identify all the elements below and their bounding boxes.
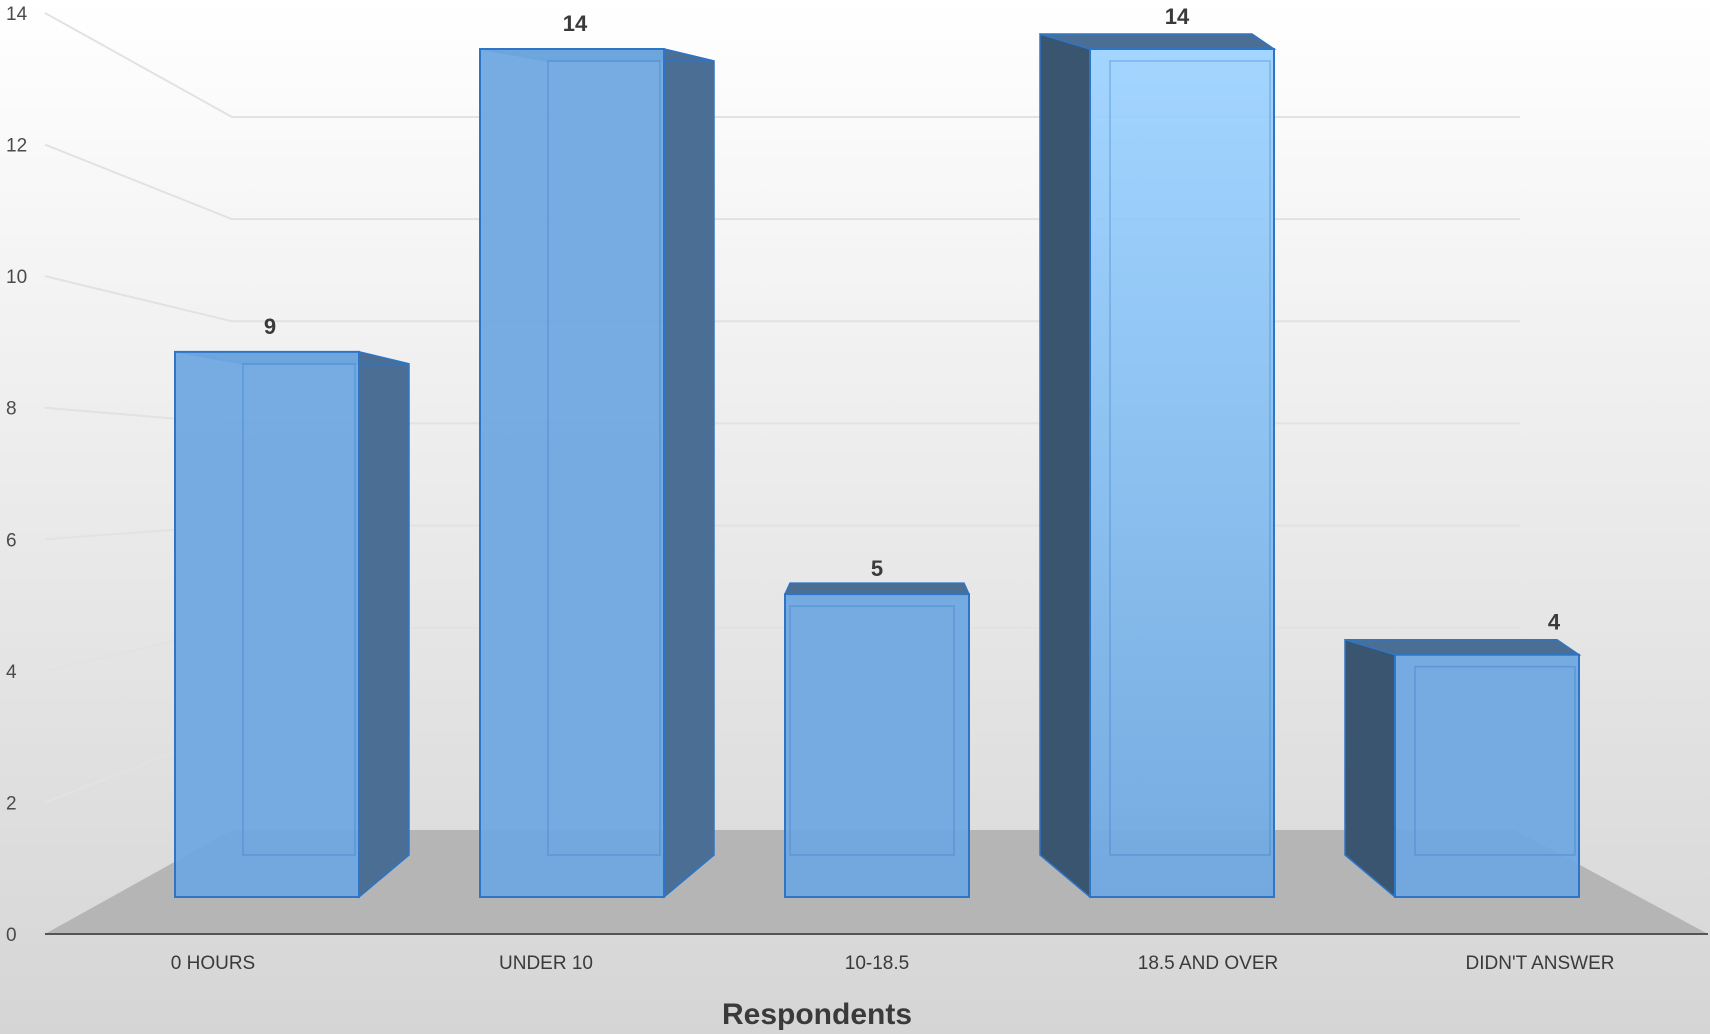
y-tick-label: 4 <box>6 662 17 683</box>
bars <box>174 32 1582 899</box>
bar <box>479 48 715 899</box>
bar-side-face <box>1039 32 1091 899</box>
x-axis-title: Respondents <box>722 998 912 1031</box>
bar-top-face <box>783 582 971 595</box>
y-tick-label: 8 <box>6 399 17 420</box>
bar-side-face <box>663 48 715 899</box>
bar-inner-edge <box>1414 665 1576 856</box>
data-label: 14 <box>563 11 588 36</box>
x-tick-label: 10-18.5 <box>845 953 909 974</box>
bar-inner-edge <box>1109 60 1271 856</box>
bar-side-face <box>358 350 410 899</box>
x-tick-label: 0 HOURS <box>171 953 255 974</box>
bar-side-face <box>1344 638 1396 899</box>
bar-front-face <box>479 48 665 898</box>
y-tick-label: 12 <box>6 136 27 157</box>
y-tick-label: 14 <box>6 4 28 25</box>
y-tick-label: 0 <box>6 925 17 946</box>
bar <box>1039 32 1277 899</box>
bar-front-face <box>174 350 360 899</box>
x-tick-label: DIDN'T ANSWER <box>1466 953 1615 974</box>
y-axis: 0 2 4 6 8 10 12 14 <box>6 4 28 946</box>
bar <box>783 582 971 899</box>
bar-inner-edge <box>242 363 356 856</box>
data-label: 14 <box>1165 4 1190 29</box>
y-tick-label: 2 <box>6 793 17 814</box>
x-tick-label: UNDER 10 <box>499 953 593 974</box>
bar-inner-edge <box>547 60 661 856</box>
bar-front-face <box>1089 48 1275 898</box>
bar <box>1344 638 1582 899</box>
bar-front-face <box>784 593 970 899</box>
y-tick-label: 10 <box>6 267 27 288</box>
bar-front-face <box>1394 653 1580 899</box>
x-tick-label: 18.5 AND OVER <box>1138 953 1278 974</box>
x-axis-labels: 0 HOURS UNDER 10 10-18.5 18.5 AND OVER DIDN'… <box>171 953 1615 974</box>
bar <box>174 350 410 899</box>
y-tick-label: 6 <box>6 530 17 551</box>
data-label: 5 <box>871 556 883 581</box>
data-label: 4 <box>1548 610 1561 635</box>
data-label: 9 <box>264 314 276 339</box>
data-labels: 9 14 5 14 4 <box>264 4 1561 635</box>
bar-inner-edge <box>789 605 955 856</box>
